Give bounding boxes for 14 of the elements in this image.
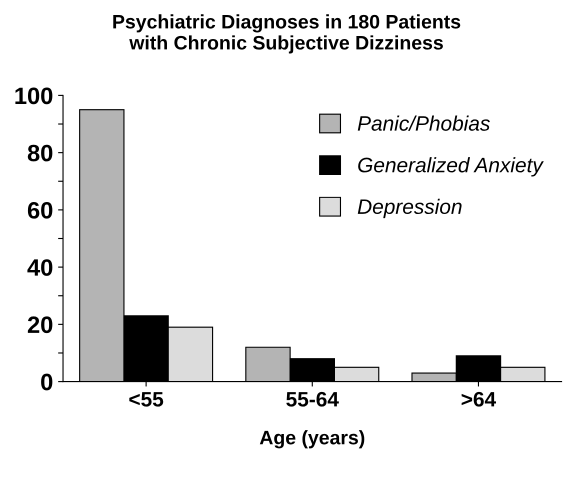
- y-tick-label: 0: [41, 374, 52, 390]
- x-axis-title: Age (years): [260, 430, 364, 448]
- x-tick-label: >64: [462, 392, 496, 407]
- y-tick-label: 60: [28, 202, 52, 219]
- legend-label: Depression: [358, 198, 462, 218]
- y-tick-label: 100: [15, 87, 52, 104]
- x-tick-label: <55: [129, 392, 164, 407]
- chart-title: Psychiatric Diagnoses in 180 Patients with Chronic Subjective Dizziness: [113, 14, 460, 54]
- legend-label: Panic/Phobias: [358, 116, 490, 131]
- legend-label: Generalized Anxiety: [358, 157, 544, 177]
- y-tick-label: 80: [28, 144, 52, 162]
- y-tick-label: 40: [27, 259, 52, 276]
- x-tick-label: 55-64: [286, 392, 339, 407]
- y-tick-label: 20: [28, 316, 52, 334]
